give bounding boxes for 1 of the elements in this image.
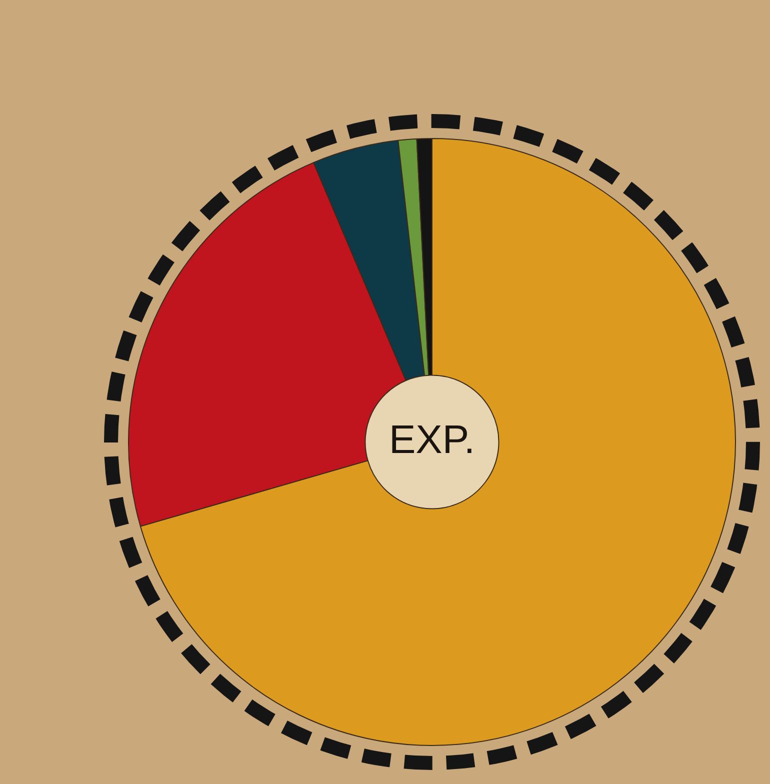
text: EXP. [389,418,475,462]
